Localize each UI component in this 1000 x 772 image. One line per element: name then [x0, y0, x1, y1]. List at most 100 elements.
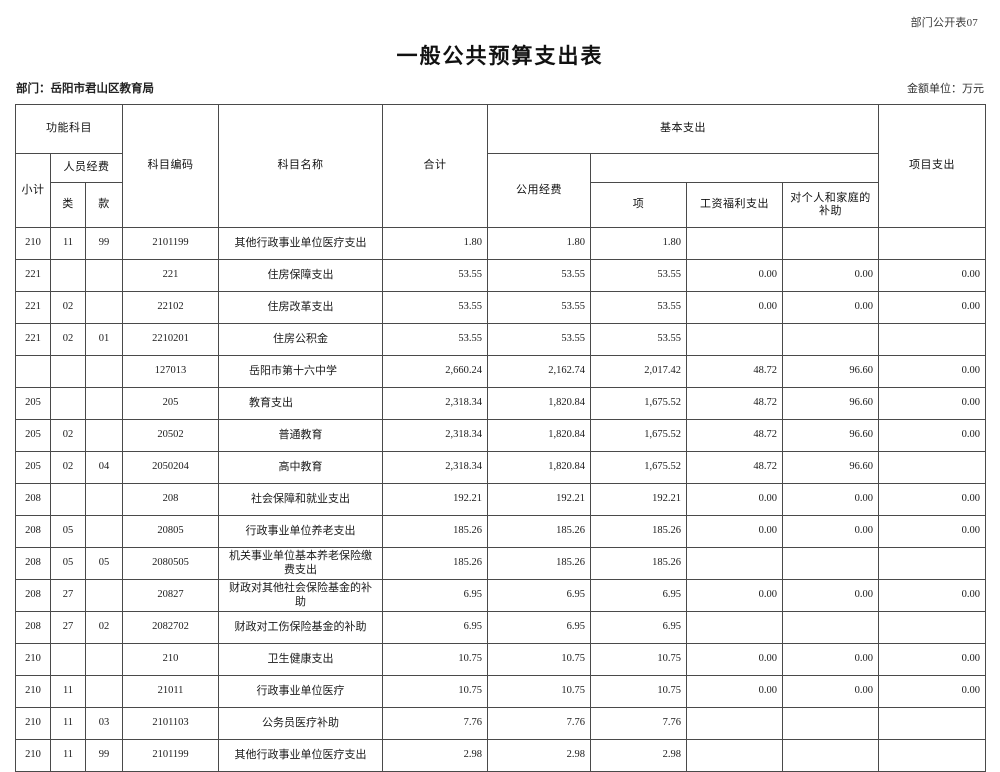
cell-kuan: 02 [50, 451, 86, 484]
cell-lei: 210 [15, 739, 51, 772]
cell-lei: 208 [15, 579, 51, 612]
department-label: 部门：岳阳市君山区教育局 [16, 83, 154, 95]
header-function-subject: 功能科目 [15, 104, 123, 154]
table-row: 205 02 04 2050204 高中教育 2,318.34 1,820.84 1,675.… [15, 451, 986, 484]
cell-salary-welfare: 6.95 [590, 611, 687, 644]
cell-public-funds: 0.00 [782, 643, 879, 676]
cell-lei [15, 355, 51, 388]
cell-salary-welfare: 53.55 [590, 259, 687, 292]
cell-subject-code: 2101103 [122, 707, 219, 740]
cell-public-funds: 96.60 [782, 419, 879, 452]
cell-subject-code: 210 [122, 643, 219, 676]
cell-total: 192.21 [382, 483, 488, 516]
cell-salary-welfare: 185.26 [590, 515, 687, 548]
cell-kuan: 11 [50, 739, 86, 772]
cell-subtotal: 1,820.84 [487, 451, 591, 484]
cell-subject-code: 2082702 [122, 611, 219, 644]
cell-project-expenditure [878, 739, 986, 772]
table-row: 208 05 20805 行政事业单位养老支出 185.26 185.26 185.26 0.… [15, 515, 986, 548]
cell-subject-code: 127013 [122, 355, 219, 388]
cell-subtotal: 6.95 [487, 611, 591, 644]
cell-xiang [85, 515, 123, 548]
cell-project-expenditure: 0.00 [878, 643, 986, 676]
cell-subject-name: 住房公积金 [218, 323, 383, 356]
cell-subsidy: 48.72 [686, 355, 783, 388]
cell-public-funds: 96.60 [782, 451, 879, 484]
cell-lei: 221 [15, 259, 51, 292]
cell-subsidy: 48.72 [686, 419, 783, 452]
cell-xiang: 01 [85, 323, 123, 356]
cell-kuan: 11 [50, 675, 86, 708]
cell-total: 185.26 [382, 547, 488, 580]
cell-subject-name: 住房保障支出 [218, 259, 383, 292]
cell-kuan: 27 [50, 579, 86, 612]
cell-total: 6.95 [382, 611, 488, 644]
cell-subtotal: 10.75 [487, 643, 591, 676]
cell-total: 2.98 [382, 739, 488, 772]
cell-subtotal: 1.80 [487, 227, 591, 260]
cell-subsidy [686, 547, 783, 580]
cell-xiang: 02 [85, 611, 123, 644]
cell-salary-welfare: 53.55 [590, 291, 687, 324]
cell-subtotal: 10.75 [487, 675, 591, 708]
cell-subject-code: 20502 [122, 419, 219, 452]
table-row: 210 11 99 2101199 其他行政事业单位医疗支出 1.80 1.80 1.80 [15, 227, 986, 260]
cell-subtotal: 2.98 [487, 739, 591, 772]
cell-subtotal: 192.21 [487, 483, 591, 516]
table-row: 221 02 22102 住房改革支出 53.55 53.55 53.55 0.00 0.00 0… [15, 291, 986, 324]
cell-subject-name: 岳阳市第十六中学 [218, 355, 383, 388]
cell-project-expenditure [878, 227, 986, 260]
cell-kuan: 11 [50, 707, 86, 740]
header-personnel-funds: 人员经费 [50, 153, 123, 183]
cell-public-funds: 0.00 [782, 259, 879, 292]
cell-salary-welfare: 7.76 [590, 707, 687, 740]
cell-salary-welfare: 1,675.52 [590, 451, 687, 484]
cell-public-funds [782, 611, 879, 644]
cell-subject-name: 财政对工伤保险基金的补助 [218, 611, 383, 644]
cell-subtotal: 53.55 [487, 323, 591, 356]
cell-subject-code: 208 [122, 483, 219, 516]
cell-subject-code: 2101199 [122, 227, 219, 260]
cell-total: 6.95 [382, 579, 488, 612]
header-total: 合计 [382, 104, 488, 228]
cell-xiang: 05 [85, 547, 123, 580]
cell-subject-name: 普通教育 [218, 419, 383, 452]
cell-public-funds: 0.00 [782, 483, 879, 516]
cell-subject-name: 行政事业单位养老支出 [218, 515, 383, 548]
cell-xiang [85, 387, 123, 420]
cell-xiang: 99 [85, 227, 123, 260]
cell-xiang [85, 355, 123, 388]
cell-subtotal: 2,162.74 [487, 355, 591, 388]
cell-project-expenditure [878, 611, 986, 644]
cell-subject-name: 财政对其他社会保险基金的补助 [218, 579, 383, 612]
cell-subject-code: 2080505 [122, 547, 219, 580]
cell-project-expenditure: 0.00 [878, 483, 986, 516]
cell-lei: 205 [15, 419, 51, 452]
cell-total: 2,660.24 [382, 355, 488, 388]
form-number-label: 部门公开表07 [910, 17, 978, 29]
cell-subtotal: 6.95 [487, 579, 591, 612]
cell-project-expenditure [878, 451, 986, 484]
header-row-1: 功能科目 科目编码 科目名称 合计 基本支出 项目支出 [15, 104, 986, 228]
cell-total: 2,318.34 [382, 419, 488, 452]
header-subject-code: 科目编码 [122, 104, 219, 228]
cell-xiang [85, 643, 123, 676]
cell-public-funds: 96.60 [782, 387, 879, 420]
cell-xiang [85, 579, 123, 612]
cell-subtotal: 185.26 [487, 515, 591, 548]
cell-lei: 205 [15, 387, 51, 420]
budget-table-container: 功能科目 科目编码 科目名称 合计 基本支出 项目支出 小计 人员经费 公用经费… [15, 104, 986, 772]
table-body: 210 11 99 2101199 其他行政事业单位医疗支出 1.80 1.80 1.80 22… [15, 227, 986, 772]
cell-xiang [85, 259, 123, 292]
cell-kuan: 11 [50, 227, 86, 260]
cell-subtotal: 1,820.84 [487, 419, 591, 452]
cell-total: 2,318.34 [382, 451, 488, 484]
cell-subject-code: 205 [122, 387, 219, 420]
cell-xiang [85, 483, 123, 516]
cell-salary-welfare: 2,017.42 [590, 355, 687, 388]
cell-lei: 208 [15, 611, 51, 644]
cell-total: 1.80 [382, 227, 488, 260]
table-row: 221 02 01 2210201 住房公积金 53.55 53.55 53.55 [15, 323, 986, 356]
header-project-expenditure: 项目支出 [878, 104, 986, 228]
cell-project-expenditure: 0.00 [878, 419, 986, 452]
